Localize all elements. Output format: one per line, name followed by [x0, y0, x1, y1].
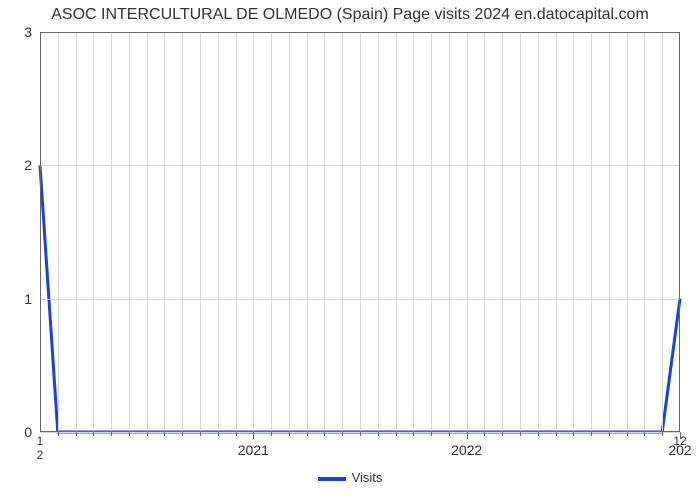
x-minor-tick	[484, 432, 485, 436]
x-minor-tick	[627, 432, 628, 436]
axis-border	[679, 32, 680, 432]
x-corner-left-bottom: 2	[37, 446, 44, 462]
x-grid-line	[182, 32, 183, 432]
x-minor-tick	[413, 432, 414, 436]
x-minor-tick	[289, 432, 290, 436]
y-tick-label: 2	[24, 157, 40, 173]
x-grid-line	[200, 32, 201, 432]
x-grid-line	[627, 32, 628, 432]
x-minor-tick	[342, 432, 343, 436]
axis-border	[40, 32, 680, 33]
x-grid-line	[591, 32, 592, 432]
x-grid-line	[538, 32, 539, 432]
x-minor-tick	[396, 432, 397, 436]
chart-title: ASOC INTERCULTURAL DE OLMEDO (Spain) Pag…	[0, 6, 700, 24]
x-minor-tick	[520, 432, 521, 436]
x-minor-tick	[449, 432, 450, 436]
plot-area: 0123202120222021212	[40, 32, 680, 432]
x-grid-line	[324, 32, 325, 432]
x-minor-tick	[129, 432, 130, 436]
x-grid-line	[556, 32, 557, 432]
x-grid-line	[573, 32, 574, 432]
x-grid-line	[58, 32, 59, 432]
x-minor-tick	[556, 432, 557, 436]
x-grid-line	[662, 32, 663, 432]
x-grid-line	[520, 32, 521, 432]
legend-swatch	[318, 477, 346, 481]
x-minor-tick	[662, 432, 663, 436]
x-grid-line	[289, 32, 290, 432]
legend-label: Visits	[352, 470, 383, 485]
x-grid-line	[449, 32, 450, 432]
x-minor-tick	[271, 432, 272, 436]
x-grid-line	[307, 32, 308, 432]
x-corner-right-top: 12	[673, 432, 686, 448]
x-grid-line	[644, 32, 645, 432]
x-grid-line	[360, 32, 361, 432]
x-grid-line	[129, 32, 130, 432]
x-minor-tick	[538, 432, 539, 436]
axis-border	[40, 32, 41, 432]
x-minor-tick	[591, 432, 592, 436]
x-grid-line	[93, 32, 94, 432]
x-grid-line	[431, 32, 432, 432]
x-minor-tick	[76, 432, 77, 436]
x-grid-line	[236, 32, 237, 432]
x-grid-line	[502, 32, 503, 432]
x-grid-line	[342, 32, 343, 432]
x-grid-line	[467, 32, 468, 432]
x-minor-tick	[164, 432, 165, 436]
y-tick-label: 1	[24, 291, 40, 307]
x-minor-tick	[147, 432, 148, 436]
x-grid-line	[147, 32, 148, 432]
x-grid-line	[218, 32, 219, 432]
x-grid-line	[253, 32, 254, 432]
x-grid-line	[609, 32, 610, 432]
x-minor-tick	[93, 432, 94, 436]
x-grid-line	[271, 32, 272, 432]
x-minor-tick	[324, 432, 325, 436]
x-grid-line	[413, 32, 414, 432]
x-minor-tick	[200, 432, 201, 436]
x-minor-tick	[431, 432, 432, 436]
x-minor-tick	[644, 432, 645, 436]
x-minor-tick	[58, 432, 59, 436]
x-grid-line	[111, 32, 112, 432]
x-minor-tick	[218, 432, 219, 436]
x-minor-tick	[573, 432, 574, 436]
legend: Visits	[0, 470, 700, 485]
x-minor-tick	[502, 432, 503, 436]
x-minor-tick	[111, 432, 112, 436]
y-tick-label: 3	[24, 24, 40, 40]
x-grid-line	[378, 32, 379, 432]
x-grid-line	[76, 32, 77, 432]
x-minor-tick	[360, 432, 361, 436]
x-minor-tick	[236, 432, 237, 436]
x-minor-tick	[307, 432, 308, 436]
x-grid-line	[484, 32, 485, 432]
x-minor-tick	[378, 432, 379, 436]
x-grid-line	[396, 32, 397, 432]
x-grid-line	[164, 32, 165, 432]
x-minor-tick	[182, 432, 183, 436]
x-major-label: 2022	[451, 432, 482, 458]
x-minor-tick	[609, 432, 610, 436]
x-major-label: 2021	[238, 432, 269, 458]
